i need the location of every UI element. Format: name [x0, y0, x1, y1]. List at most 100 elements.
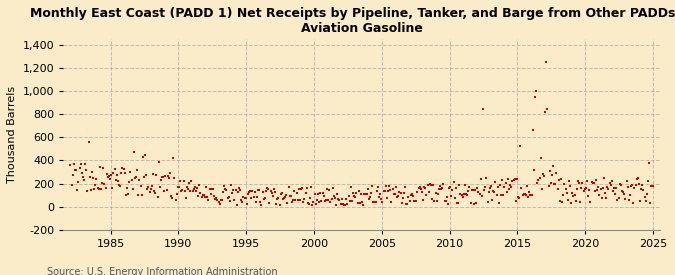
Point [540, 109, 551, 114]
Point [120, 192, 131, 197]
Point [70, 167, 80, 172]
Point [187, 189, 198, 193]
Point [572, 179, 583, 183]
Point [188, 187, 199, 191]
Point [466, 188, 477, 192]
Point [384, 183, 395, 188]
Point [631, 177, 642, 182]
Point [321, 198, 331, 202]
Point [527, 128, 538, 133]
Point [261, 189, 271, 194]
Point [624, 192, 635, 197]
Point [249, 190, 260, 194]
Point [89, 187, 100, 191]
Point [158, 175, 169, 179]
Point [637, 183, 648, 187]
Point [564, 183, 575, 188]
Point [289, 188, 300, 193]
Point [479, 188, 489, 192]
Point [544, 169, 555, 173]
Point [294, 186, 304, 191]
Point [446, 194, 457, 199]
Point [170, 197, 181, 202]
Point [414, 185, 425, 189]
Point [155, 185, 165, 189]
Point [410, 199, 421, 203]
Point [381, 196, 392, 200]
Point [98, 166, 109, 170]
Point [552, 187, 563, 191]
Point [175, 179, 186, 183]
Point [108, 170, 119, 175]
Point [388, 192, 399, 196]
Point [68, 161, 79, 166]
Point [589, 189, 600, 194]
Point [430, 191, 441, 195]
Point [530, 95, 541, 99]
Point [326, 197, 337, 202]
Point [512, 194, 523, 199]
Point [239, 196, 250, 200]
Point [190, 189, 201, 193]
Point [491, 192, 502, 197]
Point [626, 184, 637, 189]
Point [324, 188, 335, 192]
Point [531, 89, 541, 93]
Point [504, 187, 514, 191]
Point [483, 190, 494, 195]
Point [333, 197, 344, 201]
Point [570, 199, 581, 203]
Point [537, 172, 548, 176]
Point [211, 196, 221, 200]
Point [646, 184, 657, 188]
Point [213, 200, 224, 204]
Point [214, 202, 225, 206]
Point [220, 186, 231, 191]
Point [282, 201, 293, 205]
Point [576, 186, 587, 190]
Point [416, 189, 427, 194]
Point [315, 191, 325, 195]
Point [535, 156, 546, 160]
Point [155, 178, 166, 182]
Point [452, 201, 462, 205]
Point [614, 182, 625, 186]
Point [107, 186, 117, 191]
Point [264, 201, 275, 205]
Point [579, 186, 590, 191]
Point [628, 200, 639, 205]
Point [83, 140, 94, 144]
Point [103, 174, 114, 178]
Point [110, 178, 121, 182]
Point [73, 180, 84, 184]
Point [634, 199, 645, 203]
Point [190, 185, 200, 189]
Point [136, 192, 147, 197]
Point [165, 193, 176, 198]
Point [396, 201, 407, 205]
Point [340, 202, 350, 207]
Point [135, 184, 146, 188]
Point [485, 186, 495, 190]
Point [165, 170, 176, 175]
Point [194, 183, 205, 188]
Point [578, 189, 589, 194]
Point [163, 176, 174, 180]
Point [86, 169, 97, 174]
Point [443, 201, 454, 206]
Point [543, 184, 554, 188]
Point [353, 189, 364, 193]
Point [413, 186, 424, 191]
Point [304, 196, 315, 200]
Point [277, 191, 288, 195]
Point [412, 190, 423, 194]
Title: Monthly East Coast (PADD 1) Net Receipts by Pipeline, Tanker, and Barge from Oth: Monthly East Coast (PADD 1) Net Receipts… [30, 7, 675, 35]
Point [346, 198, 357, 203]
Point [109, 167, 120, 171]
Point [113, 183, 124, 187]
Point [322, 186, 333, 191]
Point [509, 177, 520, 181]
Point [499, 185, 510, 189]
Point [200, 185, 211, 189]
Point [227, 191, 238, 195]
